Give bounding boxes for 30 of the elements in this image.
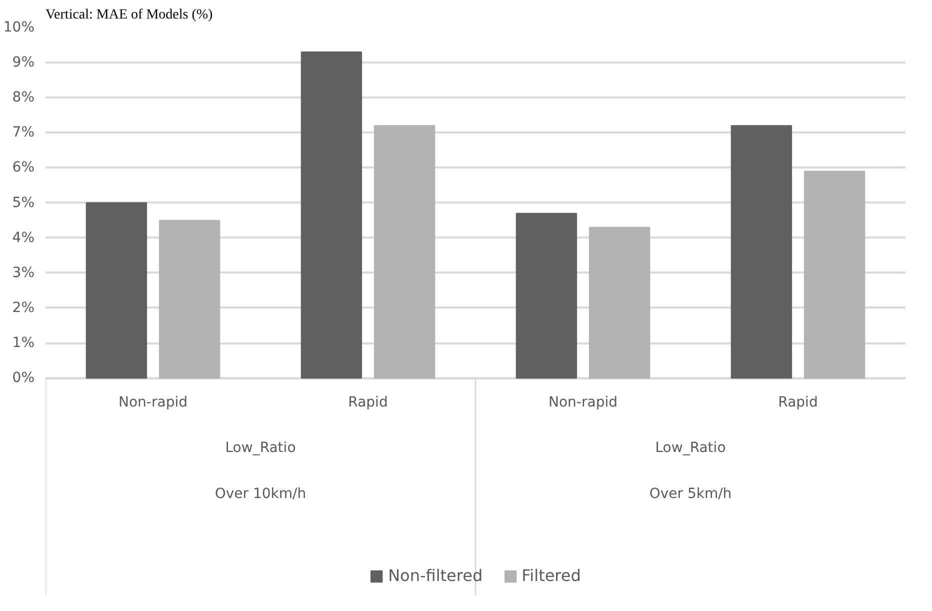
y-tick-label: 4% xyxy=(12,230,35,246)
legend-label: Non-filtered xyxy=(388,566,483,585)
y-tick-label: 8% xyxy=(12,90,35,106)
y-tick-label: 1% xyxy=(12,335,35,352)
x-tick-label: Non-rapid xyxy=(548,394,618,411)
text: Over 10km/h xyxy=(214,486,306,502)
y-tick-label: 9% xyxy=(12,54,35,71)
text: Over 5km/h xyxy=(649,486,732,502)
y-tick-label: 10% xyxy=(3,20,35,36)
y-tick-label: 2% xyxy=(12,300,35,316)
y-tick-label: 5% xyxy=(12,194,35,211)
text: Low_Ratio xyxy=(225,440,296,456)
x-tick-label: Rapid xyxy=(778,394,818,411)
bar xyxy=(86,202,148,379)
text: Low_Ratio xyxy=(655,440,726,456)
bar xyxy=(516,212,578,379)
bar xyxy=(730,125,792,379)
x-tick-label: Rapid xyxy=(348,394,388,411)
chart-title: Vertical: MAE of Models (%) xyxy=(46,8,214,22)
y-tick-label: 7% xyxy=(12,124,35,141)
y-tick-label: 0% xyxy=(12,370,35,386)
bar xyxy=(300,52,362,379)
legend-label: Filtered xyxy=(522,566,581,585)
bar xyxy=(804,170,866,379)
bar xyxy=(158,220,220,379)
y-tick-label: 3% xyxy=(12,264,35,281)
x-tick-label: Non-rapid xyxy=(118,394,188,411)
bar xyxy=(588,226,650,379)
y-tick-label: 6% xyxy=(12,160,35,176)
bar xyxy=(374,125,436,379)
